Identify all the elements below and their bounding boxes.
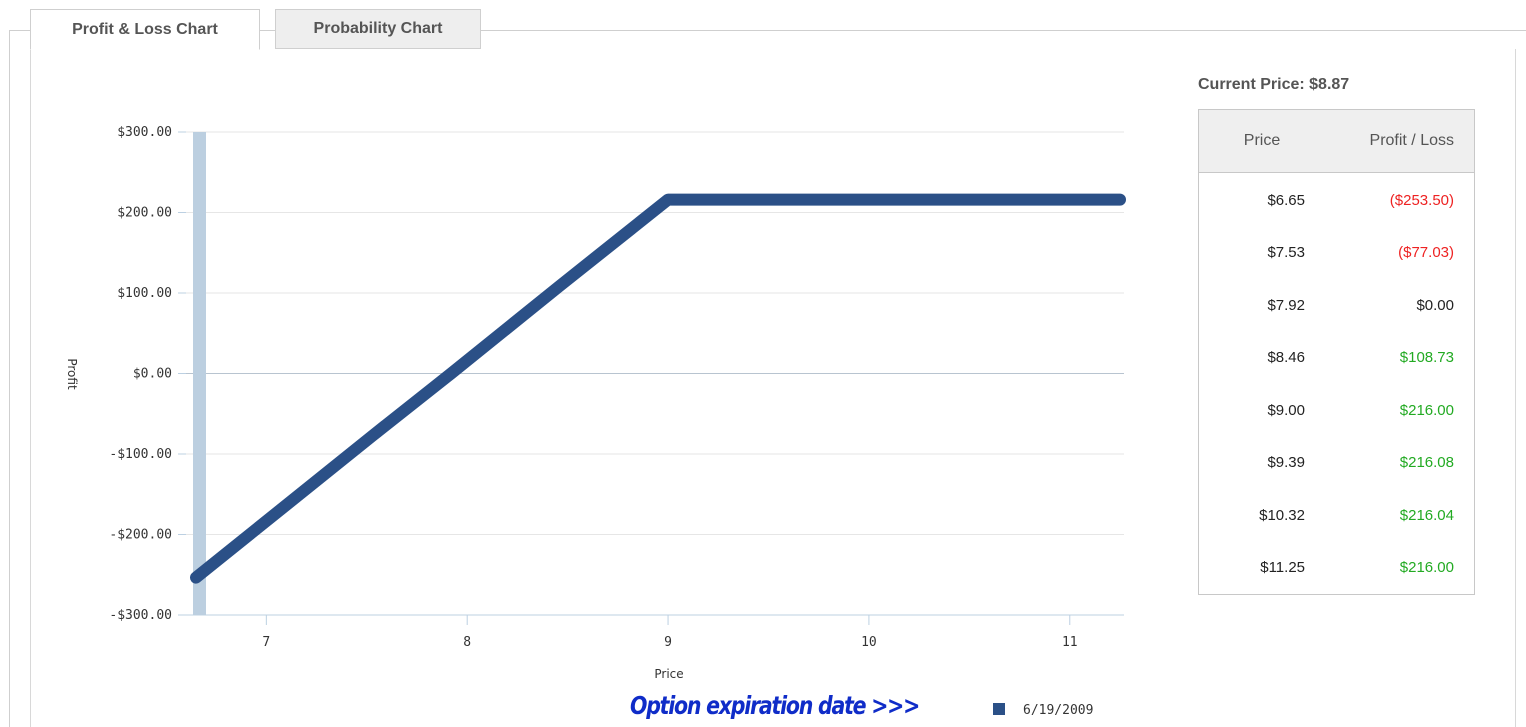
y-tick-label: -$100.00 [109, 447, 172, 462]
row-profit-loss: ($253.50) [1389, 191, 1454, 209]
row-price: $11.25 [1260, 559, 1305, 577]
row-price: $9.39 [1267, 454, 1305, 472]
x-tick-label: 10 [861, 635, 877, 650]
x-tick-label: 8 [463, 635, 471, 650]
table-row: $9.39 $216.08 [1199, 437, 1475, 490]
legend-swatch [993, 703, 1005, 715]
y-tick-label: $200.00 [117, 206, 172, 221]
x-tick-label: 11 [1062, 635, 1078, 650]
row-profit-loss: ($77.03) [1398, 244, 1454, 262]
chart-panel [9, 30, 1526, 727]
y-tick-label: $0.00 [133, 367, 172, 382]
row-price: $7.92 [1267, 296, 1305, 314]
column-header-price: Price [1198, 109, 1325, 173]
row-profit-loss: $216.00 [1399, 559, 1454, 577]
row-price: $6.65 [1267, 191, 1305, 209]
table-row: $6.65 ($253.50) [1199, 173, 1475, 227]
table-row: $8.46 $108.73 [1199, 332, 1475, 385]
row-profit-loss: $108.73 [1399, 349, 1454, 367]
y-axis-band [193, 132, 206, 615]
row-price: $8.46 [1267, 349, 1305, 367]
series-6-19-2009 [190, 193, 1126, 584]
y-tick-label: $300.00 [117, 125, 172, 140]
current-price: Current Price: $8.87 [1198, 76, 1350, 93]
y-axis-band-bar [193, 132, 206, 615]
tab-probability-chart[interactable]: Probability Chart [275, 9, 481, 49]
row-price: $10.32 [1259, 506, 1305, 524]
x-tick-label: 7 [262, 635, 270, 650]
table-row: $11.25 $216.00 [1199, 542, 1475, 595]
table-row: $7.53 ($77.03) [1199, 227, 1475, 280]
y-axis-ticks: -$300.00 -$200.00 -$100.00 $0.00 $100.00 $200… [109, 125, 186, 623]
x-axis-label: Price [654, 667, 683, 681]
table-row: $9.00 $216.00 [1199, 384, 1475, 437]
row-profit-loss: $0.00 [1416, 296, 1454, 314]
y-tick-label: -$200.00 [109, 528, 172, 543]
y-axis-label: Profit [65, 358, 79, 390]
row-profit-loss: $216.04 [1399, 506, 1454, 524]
x-axis-ticks: 7 8 9 10 11 [262, 615, 1078, 650]
row-profit-loss: $216.08 [1399, 454, 1454, 472]
expiration-annotation: Option expiration date >>> [630, 691, 920, 720]
x-tick-label: 9 [664, 635, 672, 650]
table-body: $6.65 ($253.50) $7.53 ($77.03) $7.92 $0.00 $8.… [1199, 173, 1475, 595]
legend-label: 6/19/2009 [1023, 703, 1093, 718]
profit-loss-table: Price Profit / Loss $6.65 ($253.50) $7.53 (… [1198, 109, 1475, 595]
row-profit-loss: $216.00 [1399, 401, 1454, 419]
table-header-row: Price Profit / Loss [1198, 109, 1475, 173]
tab-profit-loss-chart[interactable]: Profit & Loss Chart [30, 9, 260, 50]
y-tick-label: -$300.00 [109, 608, 172, 623]
table-row: $7.92 $0.00 [1199, 279, 1475, 332]
table-row: $10.32 $216.04 [1199, 489, 1475, 542]
row-price: $9.00 [1267, 401, 1305, 419]
y-tick-label: $100.00 [117, 286, 172, 301]
column-header-profit-loss: Profit / Loss [1325, 109, 1475, 173]
series-line [190, 193, 1126, 584]
row-price: $7.53 [1267, 244, 1305, 262]
